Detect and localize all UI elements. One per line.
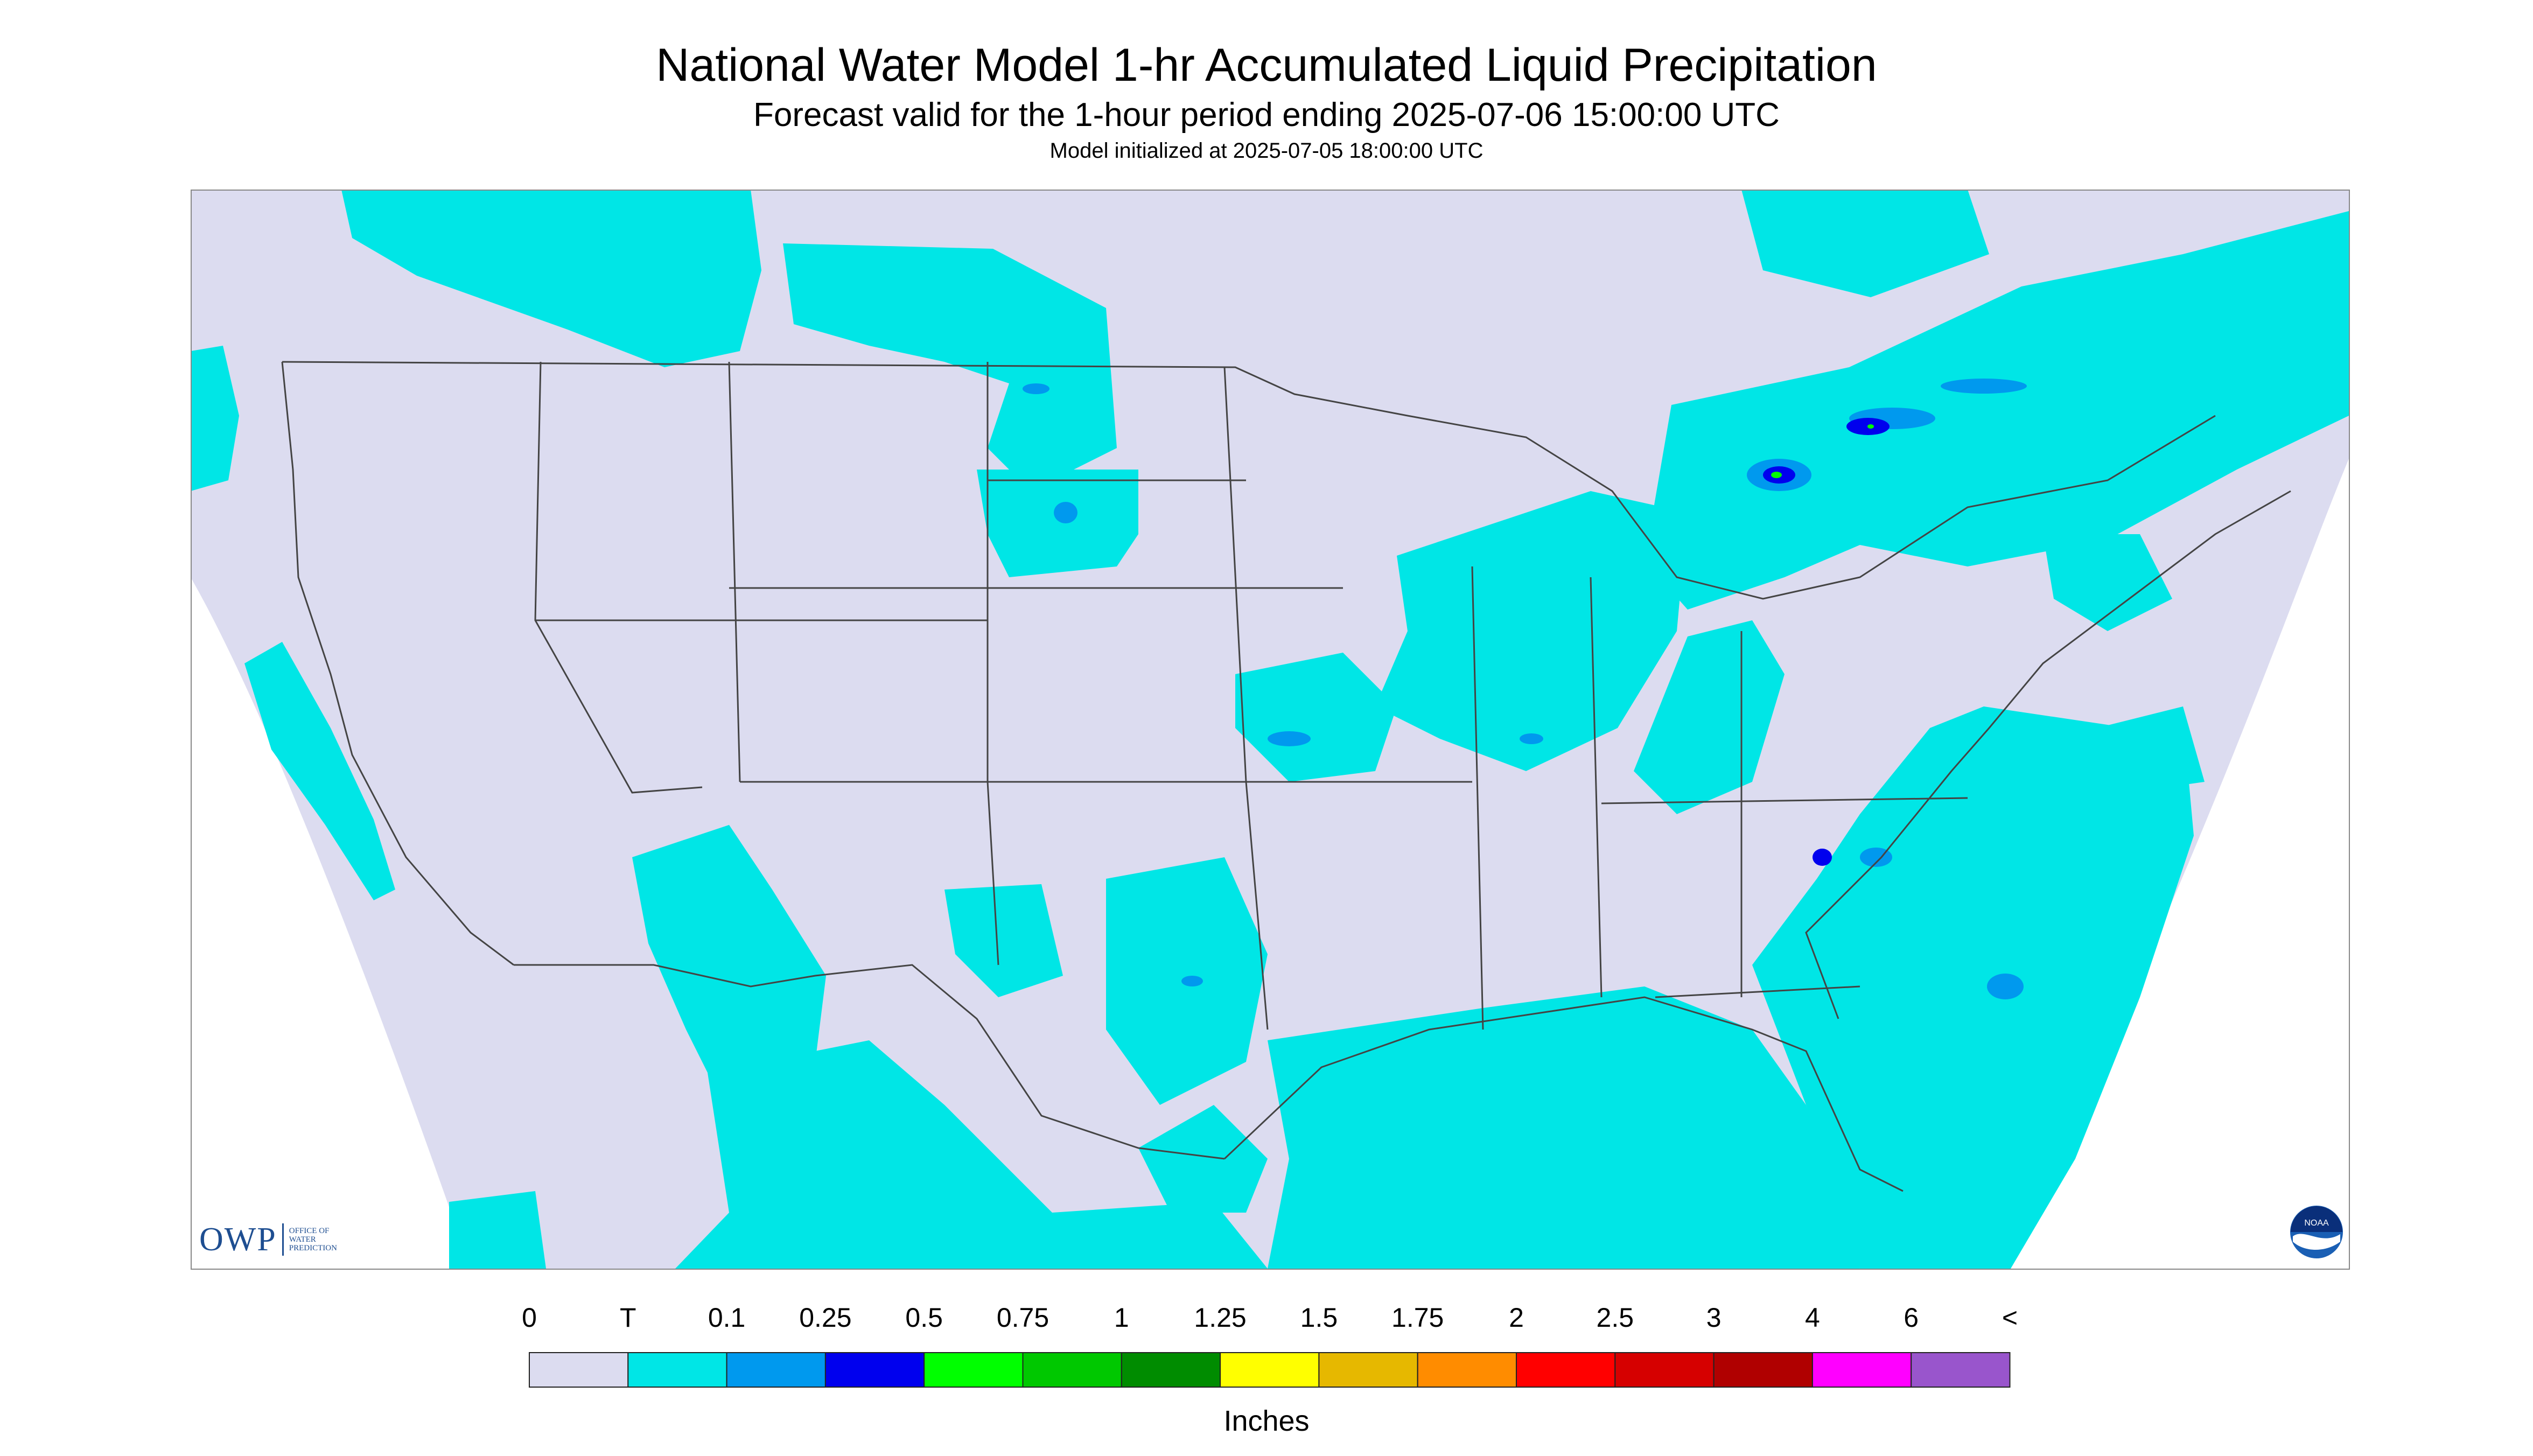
legend-swatch-14 bbox=[1911, 1352, 2011, 1388]
political-boundaries bbox=[281, 361, 2291, 1192]
legend-swatch-10 bbox=[1516, 1352, 1616, 1388]
legend-label-2: 0.1 bbox=[708, 1303, 746, 1333]
owp-subtext-line-1: OFFICE OF bbox=[289, 1227, 330, 1235]
legend-label-0: 0 bbox=[522, 1303, 537, 1333]
legend-label-5: 0.75 bbox=[996, 1303, 1049, 1333]
model-init-line: Model initialized at 2025-07-05 18:00:00… bbox=[1049, 139, 1484, 163]
owp-logo-divider bbox=[282, 1223, 284, 1256]
legend-swatch-11 bbox=[1614, 1352, 1715, 1388]
legend-label-15: < bbox=[2002, 1303, 2018, 1333]
legend-label-13: 4 bbox=[1804, 1303, 1820, 1333]
legend-swatch-5 bbox=[1022, 1352, 1122, 1388]
noaa-logo-text: NOAA bbox=[2304, 1219, 2329, 1228]
legend-label-4: 0.5 bbox=[905, 1303, 943, 1333]
heavy-precip-areas bbox=[1771, 424, 1874, 478]
owp-logo: OWP OFFICE OF WATER PREDICTION bbox=[199, 1218, 337, 1261]
legend-label-9: 1.75 bbox=[1391, 1303, 1444, 1333]
owp-logo-text: OWP bbox=[199, 1221, 277, 1258]
legend-label-3: 0.25 bbox=[799, 1303, 852, 1333]
owp-subtext-line-3: PREDICTION bbox=[289, 1244, 337, 1252]
owp-subtext-line-2: WATER bbox=[289, 1235, 316, 1244]
legend-units-label: Inches bbox=[1223, 1405, 1310, 1437]
legend-swatch-13 bbox=[1811, 1352, 1912, 1388]
legend-label-11: 2.5 bbox=[1596, 1303, 1634, 1333]
legend-swatch-2 bbox=[726, 1352, 826, 1388]
legend-swatch-8 bbox=[1318, 1352, 1418, 1388]
legend-label-14: 6 bbox=[1904, 1303, 1919, 1333]
map-title: National Water Model 1-hr Accumulated Li… bbox=[656, 39, 1877, 91]
legend-label-12: 3 bbox=[1706, 1303, 1722, 1333]
map-subtitle: Forecast valid for the 1-hour period end… bbox=[753, 96, 1780, 134]
legend-swatch-4 bbox=[923, 1352, 1024, 1388]
legend-label-1: T bbox=[620, 1303, 636, 1333]
owp-logo-subtext: OFFICE OF WATER PREDICTION bbox=[289, 1227, 337, 1252]
light-precip-areas bbox=[1023, 379, 2027, 999]
legend-label-6: 1 bbox=[1114, 1303, 1129, 1333]
legend-swatch-12 bbox=[1713, 1352, 1813, 1388]
legend-swatch-3 bbox=[824, 1352, 925, 1388]
trace-precip-areas bbox=[191, 190, 2349, 1269]
legend-label-7: 1.25 bbox=[1194, 1303, 1247, 1333]
legend-label-10: 2 bbox=[1509, 1303, 1524, 1333]
precipitation-map: OWP OFFICE OF WATER PREDICTION NOAA bbox=[191, 190, 2349, 1269]
legend-label-8: 1.5 bbox=[1300, 1303, 1338, 1333]
noaa-logo-icon: NOAA bbox=[2289, 1205, 2344, 1259]
legend-swatch-7 bbox=[1220, 1352, 1320, 1388]
legend-swatch-1 bbox=[627, 1352, 727, 1388]
legend-swatch-0 bbox=[529, 1352, 629, 1388]
legend-swatch-6 bbox=[1121, 1352, 1221, 1388]
legend-swatch-9 bbox=[1417, 1352, 1517, 1388]
